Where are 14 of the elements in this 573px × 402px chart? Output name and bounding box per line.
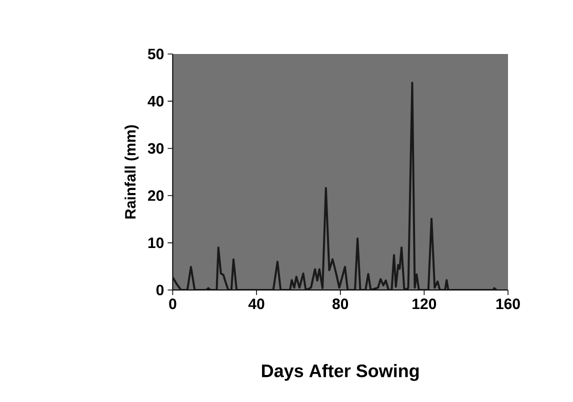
y-tick-label: 10 xyxy=(148,237,164,248)
y-tick-label: 0 xyxy=(156,284,164,296)
y-tick-label: 40 xyxy=(148,96,164,107)
x-tick-label: 160 xyxy=(496,298,520,310)
y-tick-label: 30 xyxy=(148,143,164,154)
y-tick-label: 20 xyxy=(148,190,164,201)
x-tick-label: 80 xyxy=(332,298,348,310)
line-series xyxy=(172,82,498,290)
x-tick-label: 0 xyxy=(169,298,176,310)
x-tick-label: 40 xyxy=(248,298,264,310)
x-axis-title: Days After Sowing xyxy=(262,364,419,381)
y-axis-title: Rainfall (mm) xyxy=(124,125,139,218)
y-tick-label: 50 xyxy=(148,48,164,60)
x-tick-label: 120 xyxy=(412,298,436,310)
